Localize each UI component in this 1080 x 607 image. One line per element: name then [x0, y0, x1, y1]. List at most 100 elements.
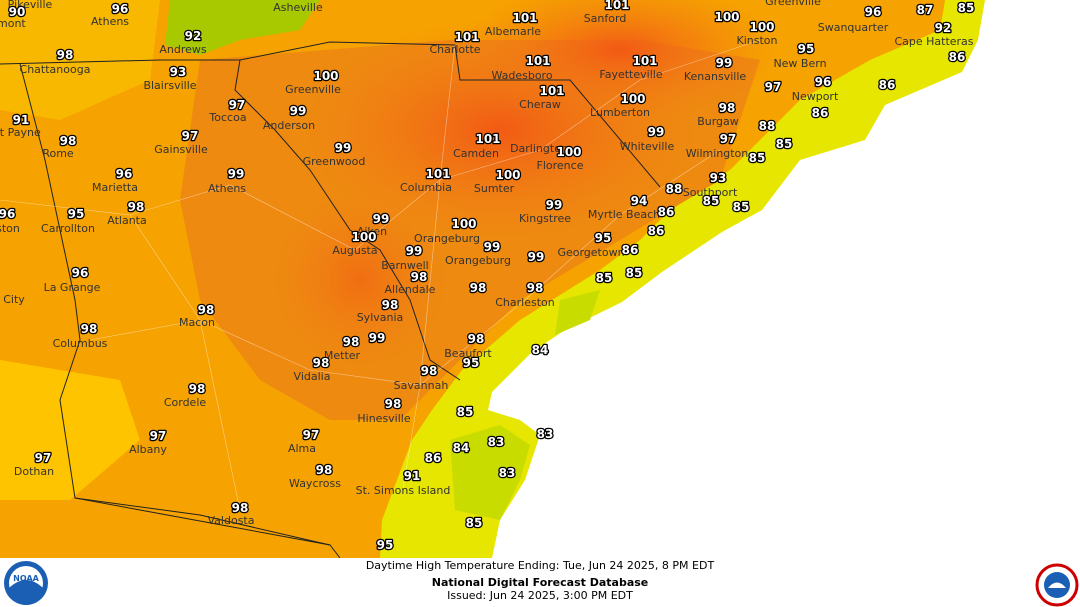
temperature-label: 92 — [185, 29, 202, 43]
temperature-label: 99 — [716, 56, 733, 70]
temperature-label: 98 — [198, 303, 215, 317]
city-label: Metter — [324, 349, 361, 362]
temperature-label: 99 — [290, 104, 307, 118]
city-label: Kenansville — [684, 70, 747, 83]
temperature-label: 85 — [776, 137, 793, 151]
noaa-logo: NOAA — [4, 561, 48, 605]
city-label: Chattanooga — [20, 63, 91, 76]
city-label: Kingstree — [519, 212, 571, 225]
city-label: Lumberton — [590, 106, 650, 119]
city-label: Valdosta — [208, 514, 255, 527]
city-label: Savannah — [394, 379, 449, 392]
temperature-label: 97 — [182, 129, 199, 143]
temperature-label: 100 — [556, 145, 581, 159]
city-label: Columbia — [400, 181, 452, 194]
temperature-label: 98 — [385, 397, 402, 411]
city-label: Augusta — [332, 244, 377, 257]
temperature-label: 98 — [316, 463, 333, 477]
temperature-label: 98 — [470, 281, 487, 295]
temperature-label: 98 — [382, 298, 399, 312]
city-label: Charlotte — [429, 43, 480, 56]
svg-text:NOAA: NOAA — [13, 574, 39, 583]
temperature-label: 101 — [525, 54, 550, 68]
temperature-label: 99 — [546, 198, 563, 212]
temperature-label: 97 — [150, 429, 167, 443]
temperature-label: 99 — [528, 250, 545, 264]
footer-line: Issued: Jun 24 2025, 3:00 PM EDT — [447, 589, 633, 602]
footer-title: National Digital Forecast Database — [432, 576, 649, 589]
temperature-label: 95 — [595, 231, 612, 245]
temperature-label: 98 — [343, 335, 360, 349]
city-label: Pikeville — [8, 0, 53, 11]
city-label: Cordele — [164, 396, 207, 409]
city-label: Rome — [42, 147, 74, 160]
temperature-label: 88 — [666, 182, 683, 196]
temperature-label: 98 — [719, 101, 736, 115]
temperature-label: 85 — [457, 405, 474, 419]
city-label: Hinesville — [357, 412, 410, 425]
city-label: Toccoa — [208, 111, 246, 124]
temperature-label: 83 — [537, 427, 554, 441]
city-label: Columbus — [53, 337, 108, 350]
temperature-label: 85 — [596, 271, 613, 285]
temperature-label: 98 — [527, 281, 544, 295]
temperature-label: 96 — [72, 266, 89, 280]
temperature-label: 98 — [189, 382, 206, 396]
city-label: Wadesboro — [491, 69, 552, 82]
temperature-label: 95 — [68, 207, 85, 221]
city-label: Marietta — [92, 181, 138, 194]
temperature-label: 87 — [917, 3, 934, 17]
city-label: Darlington — [510, 142, 568, 155]
city-label: Sylvania — [357, 311, 404, 324]
city-label: Camden — [453, 147, 499, 160]
city-label: Burgaw — [697, 115, 739, 128]
temperature-label: 84 — [453, 441, 470, 455]
temperature-label: 101 — [604, 0, 629, 12]
temperature-label: 84 — [532, 343, 549, 357]
temperature-label: 96 — [865, 5, 882, 19]
temperature-label: 96 — [116, 167, 133, 181]
temperature-label: 98 — [128, 200, 145, 214]
city-label: Orangeburg — [414, 232, 480, 245]
temperature-label: 99 — [228, 167, 245, 181]
temperature-label: 98 — [57, 48, 74, 62]
temperature-label: 86 — [648, 224, 665, 238]
temperature-label: 101 — [632, 54, 657, 68]
city-label: Blairsville — [143, 79, 196, 92]
city-label: Sanford — [584, 12, 627, 25]
temperature-label: 99 — [484, 240, 501, 254]
city-label: Vidalia — [294, 370, 331, 383]
city-label: Kinston — [737, 34, 778, 47]
city-label: New Bern — [773, 57, 826, 70]
nws-logo — [1035, 563, 1079, 607]
temperature-label: 97 — [229, 98, 246, 112]
city-label: Atlanta — [107, 214, 146, 227]
temperature-label: 85 — [958, 1, 975, 15]
temperature-label: 98 — [411, 270, 428, 284]
temperature-label: 97 — [303, 428, 320, 442]
temperature-label: 93 — [710, 171, 727, 185]
footer-bg — [0, 558, 1080, 607]
city-label: Georgetown — [557, 246, 624, 259]
temperature-label: 100 — [351, 230, 376, 244]
city-label: Albemarle — [485, 25, 541, 38]
city-label: Orangeburg — [445, 254, 511, 267]
temperature-label: 97 — [720, 132, 737, 146]
city-label: Macon — [179, 316, 215, 329]
temperature-label: 99 — [373, 212, 390, 226]
temperature-label: 90 — [9, 5, 26, 19]
temperature-label: 101 — [454, 30, 479, 44]
city-label: Carrollton — [41, 222, 95, 235]
roads — [0, 39, 761, 511]
city-label: Barnwell — [381, 259, 428, 272]
city-label: Athens — [208, 182, 246, 195]
temperature-label: 101 — [539, 84, 564, 98]
temperature-label: 94 — [631, 194, 648, 208]
city-label: Greenwood — [303, 155, 366, 168]
temperature-label: 100 — [451, 217, 476, 231]
city-label: Florence — [537, 159, 584, 172]
city-label: rt Payne — [0, 126, 41, 139]
temperature-label: 85 — [466, 516, 483, 530]
temperature-label: 100 — [620, 92, 645, 106]
city-label: Charleston — [495, 296, 555, 309]
